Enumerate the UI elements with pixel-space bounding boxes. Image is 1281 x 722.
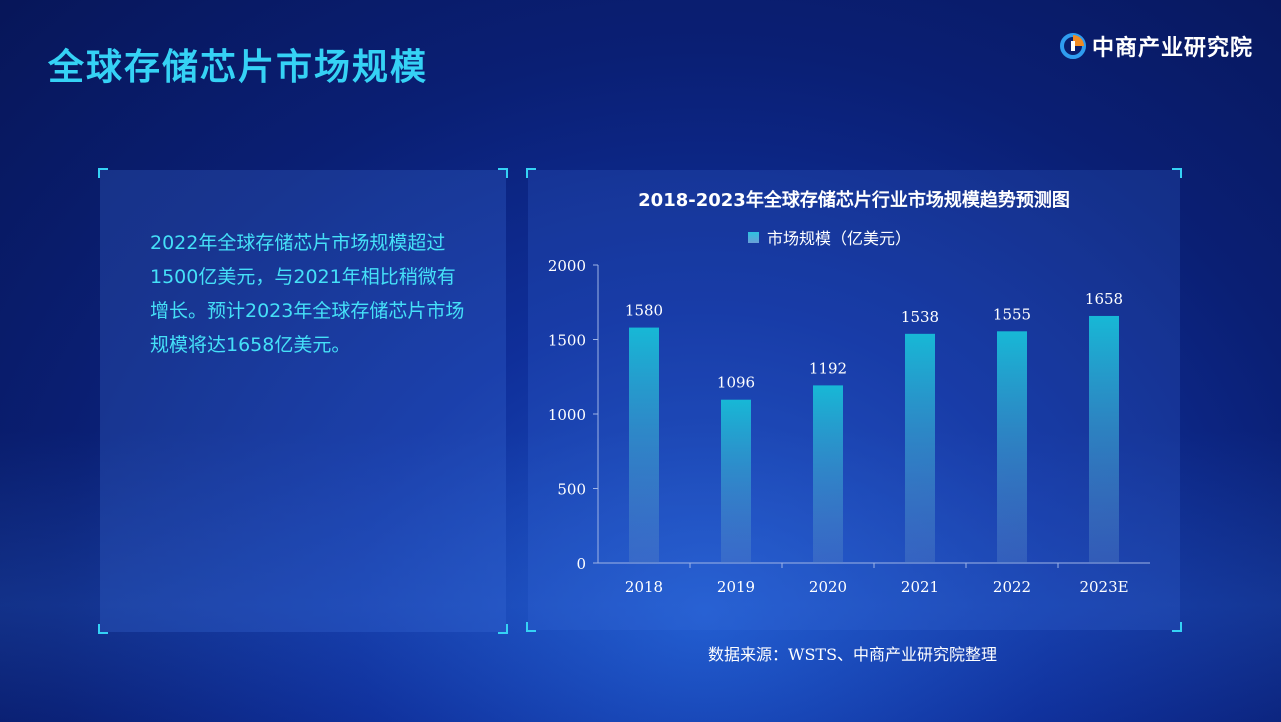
bar-2020 <box>813 385 843 563</box>
x-tick-label-2020: 2020 <box>809 578 847 596</box>
corner-mark <box>526 622 536 632</box>
data-label-2020: 1192 <box>809 359 847 377</box>
corner-mark <box>1172 622 1182 632</box>
data-label-2022: 1555 <box>993 305 1031 323</box>
summary-text: 2022年全球存储芯片市场规模超过1500亿美元，与2021年相比稍微有增长。预… <box>150 232 465 356</box>
corner-mark <box>498 624 508 634</box>
x-tick-label-2022: 2022 <box>993 578 1031 596</box>
data-label-2019: 1096 <box>717 374 755 392</box>
chart-panel: 2018-2023年全球存储芯片行业市场规模趋势预测图 市场规模（亿美元） 0 5… <box>526 168 1182 632</box>
y-tick-label: 1500 <box>548 332 586 350</box>
y-tick-label: 500 <box>557 481 586 499</box>
data-label-2021: 1538 <box>901 308 939 326</box>
bar-2023E <box>1089 315 1119 563</box>
bar-2018 <box>629 327 659 563</box>
legend-label: 市场规模（亿美元） <box>767 229 912 248</box>
logo: 中商产业研究院 <box>1059 30 1253 62</box>
chart-legend: 市场规模（亿美元） <box>748 225 911 249</box>
data-label-2023E: 1658 <box>1085 290 1123 308</box>
data-source: 数据来源：WSTS、中商产业研究院整理 <box>708 645 998 664</box>
page-title: 全球存储芯片市场规模 <box>48 47 429 88</box>
x-tick-label-2019: 2019 <box>717 578 755 596</box>
y-tick-label: 1000 <box>548 406 586 424</box>
corner-mark <box>1172 168 1182 178</box>
bar-2019 <box>721 399 751 563</box>
corner-mark <box>98 624 108 634</box>
summary-panel: 2022年全球存储芯片市场规模超过1500亿美元，与2021年相比稍微有增长。预… <box>98 168 508 634</box>
logo-icon <box>1059 33 1086 59</box>
logo-text: 中商产业研究院 <box>1091 36 1253 61</box>
bar-chart: 0 500 1000 1500 2000 1580 2018 1096 2019 1192 2020… <box>548 257 1150 596</box>
corner-mark <box>498 168 508 178</box>
chart-title: 2018-2023年全球存储芯片行业市场规模趋势预测图 <box>638 190 1070 211</box>
corner-mark <box>98 168 108 178</box>
bar-2022 <box>997 331 1027 563</box>
y-tick-label: 2000 <box>548 257 586 275</box>
corner-mark <box>526 168 536 178</box>
y-tick-label: 0 <box>576 555 586 573</box>
x-tick-label-2018: 2018 <box>625 578 663 596</box>
x-tick-label-2021: 2021 <box>901 578 939 596</box>
legend-swatch <box>748 231 759 243</box>
bar-2021 <box>905 333 935 563</box>
x-tick-label-2023E: 2023E <box>1079 578 1128 596</box>
data-label-2018: 1580 <box>625 302 663 320</box>
